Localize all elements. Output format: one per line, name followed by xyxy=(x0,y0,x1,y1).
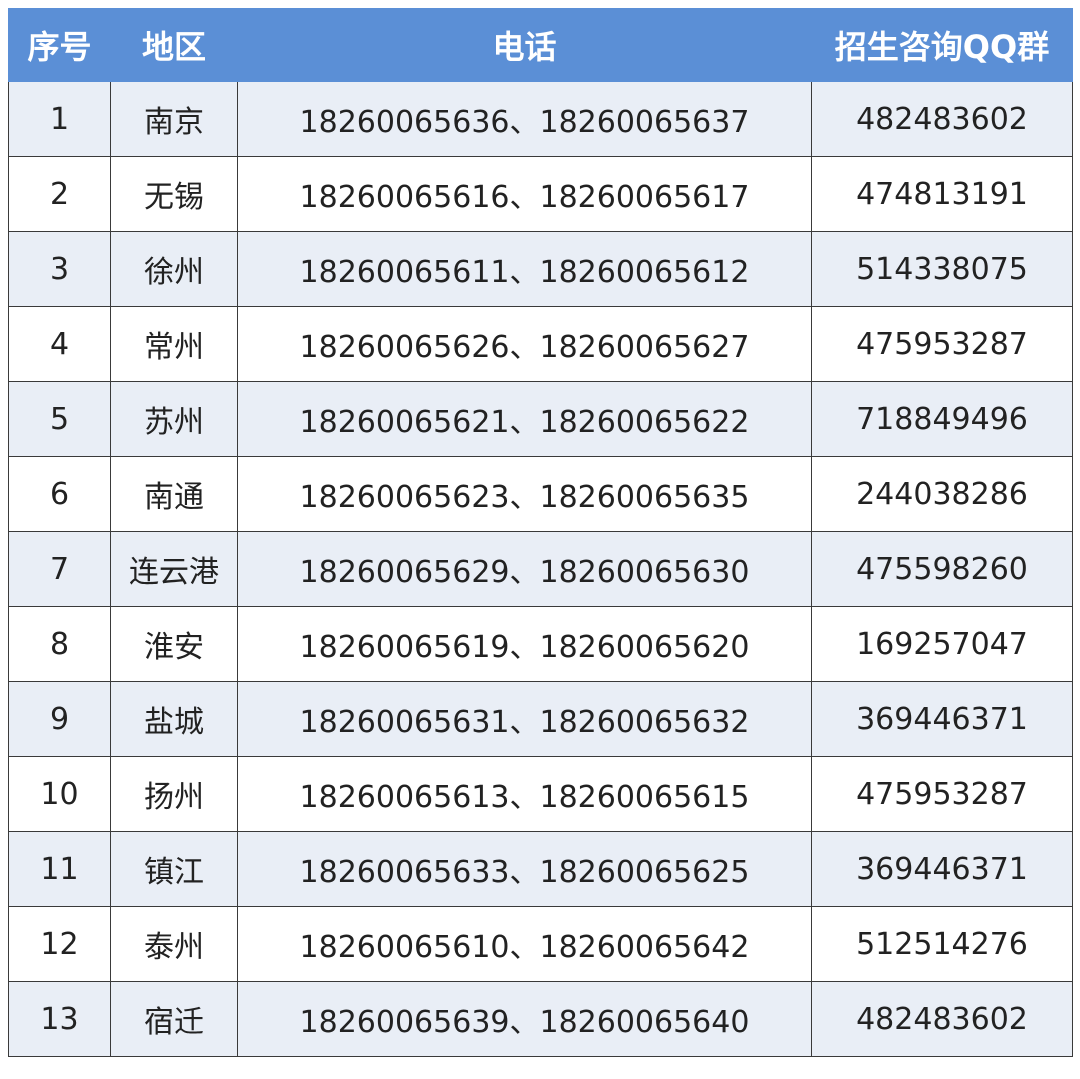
qq-cell: 482483602 xyxy=(811,81,1073,157)
phone-cell: 18260065639、18260065640 xyxy=(237,981,812,1057)
header-cell: 地区 xyxy=(110,8,238,82)
qq-cell: 474813191 xyxy=(811,156,1073,232)
table-row: 11 镇江 18260065633、18260065625 369446371 xyxy=(8,831,1073,907)
index-cell: 11 xyxy=(8,831,111,907)
phone-cell: 18260065621、18260065622 xyxy=(237,381,812,457)
qq-cell: 475953287 xyxy=(811,306,1073,382)
region-cell: 泰州 xyxy=(110,906,238,982)
header-cell: 招生咨询QQ群 xyxy=(811,8,1073,82)
region-cell: 南京 xyxy=(110,81,238,157)
phone-cell: 18260065610、18260065642 xyxy=(237,906,812,982)
table-row: 12 泰州 18260065610、18260065642 512514276 xyxy=(8,906,1073,982)
phone-cell: 18260065626、18260065627 xyxy=(237,306,812,382)
phone-cell: 18260065633、18260065625 xyxy=(237,831,812,907)
table-row: 2 无锡 18260065616、18260065617 474813191 xyxy=(8,156,1073,232)
index-cell: 13 xyxy=(8,981,111,1057)
table-row: 8 淮安 18260065619、18260065620 169257047 xyxy=(8,606,1073,682)
index-cell: 4 xyxy=(8,306,111,382)
phone-cell: 18260065616、18260065617 xyxy=(237,156,812,232)
qq-cell: 369446371 xyxy=(811,681,1073,757)
qq-cell: 169257047 xyxy=(811,606,1073,682)
region-cell: 南通 xyxy=(110,456,238,532)
qq-cell: 514338075 xyxy=(811,231,1073,307)
index-cell: 12 xyxy=(8,906,111,982)
region-cell: 扬州 xyxy=(110,756,238,832)
index-cell: 1 xyxy=(8,81,111,157)
table-row: 7 连云港 18260065629、18260065630 475598260 xyxy=(8,531,1073,607)
index-cell: 7 xyxy=(8,531,111,607)
header-cell: 电话 xyxy=(237,8,812,82)
phone-cell: 18260065631、18260065632 xyxy=(237,681,812,757)
phone-cell: 18260065629、18260065630 xyxy=(237,531,812,607)
phone-cell: 18260065623、18260065635 xyxy=(237,456,812,532)
qq-cell: 475953287 xyxy=(811,756,1073,832)
header-cell: 序号 xyxy=(8,8,111,82)
index-cell: 5 xyxy=(8,381,111,457)
region-cell: 无锡 xyxy=(110,156,238,232)
index-cell: 10 xyxy=(8,756,111,832)
table-row: 9 盐城 18260065631、18260065632 369446371 xyxy=(8,681,1073,757)
index-cell: 2 xyxy=(8,156,111,232)
phone-cell: 18260065619、18260065620 xyxy=(237,606,812,682)
contact-table: 序号 地区 电话 招生咨询QQ群 1 南京 18260065636、18260065637… xyxy=(8,8,1073,1057)
phone-cell: 18260065636、18260065637 xyxy=(237,81,812,157)
qq-cell: 244038286 xyxy=(811,456,1073,532)
phone-cell: 18260065611、18260065612 xyxy=(237,231,812,307)
table-row: 1 南京 18260065636、18260065637 482483602 xyxy=(8,81,1073,157)
index-cell: 8 xyxy=(8,606,111,682)
region-cell: 常州 xyxy=(110,306,238,382)
table-wrap: 序号 地区 电话 招生咨询QQ群 1 南京 18260065636、18260065637… xyxy=(8,8,1073,1057)
index-cell: 3 xyxy=(8,231,111,307)
qq-cell: 482483602 xyxy=(811,981,1073,1057)
region-cell: 镇江 xyxy=(110,831,238,907)
phone-cell: 18260065613、18260065615 xyxy=(237,756,812,832)
table-body: 1 南京 18260065636、18260065637 482483602 2 无锡 18… xyxy=(8,81,1073,1057)
table-row: 13 宿迁 18260065639、18260065640 482483602 xyxy=(8,981,1073,1057)
qq-cell: 475598260 xyxy=(811,531,1073,607)
index-cell: 6 xyxy=(8,456,111,532)
region-cell: 宿迁 xyxy=(110,981,238,1057)
region-cell: 盐城 xyxy=(110,681,238,757)
table-row: 5 苏州 18260065621、18260065622 718849496 xyxy=(8,381,1073,457)
qq-cell: 369446371 xyxy=(811,831,1073,907)
table-row: 4 常州 18260065626、18260065627 475953287 xyxy=(8,306,1073,382)
header-row: 序号 地区 电话 招生咨询QQ群 xyxy=(8,8,1073,82)
table-row: 10 扬州 18260065613、18260065615 475953287 xyxy=(8,756,1073,832)
region-cell: 连云港 xyxy=(110,531,238,607)
qq-cell: 718849496 xyxy=(811,381,1073,457)
region-cell: 淮安 xyxy=(110,606,238,682)
table-row: 6 南通 18260065623、18260065635 244038286 xyxy=(8,456,1073,532)
region-cell: 苏州 xyxy=(110,381,238,457)
index-cell: 9 xyxy=(8,681,111,757)
region-cell: 徐州 xyxy=(110,231,238,307)
table-row: 3 徐州 18260065611、18260065612 514338075 xyxy=(8,231,1073,307)
qq-cell: 512514276 xyxy=(811,906,1073,982)
